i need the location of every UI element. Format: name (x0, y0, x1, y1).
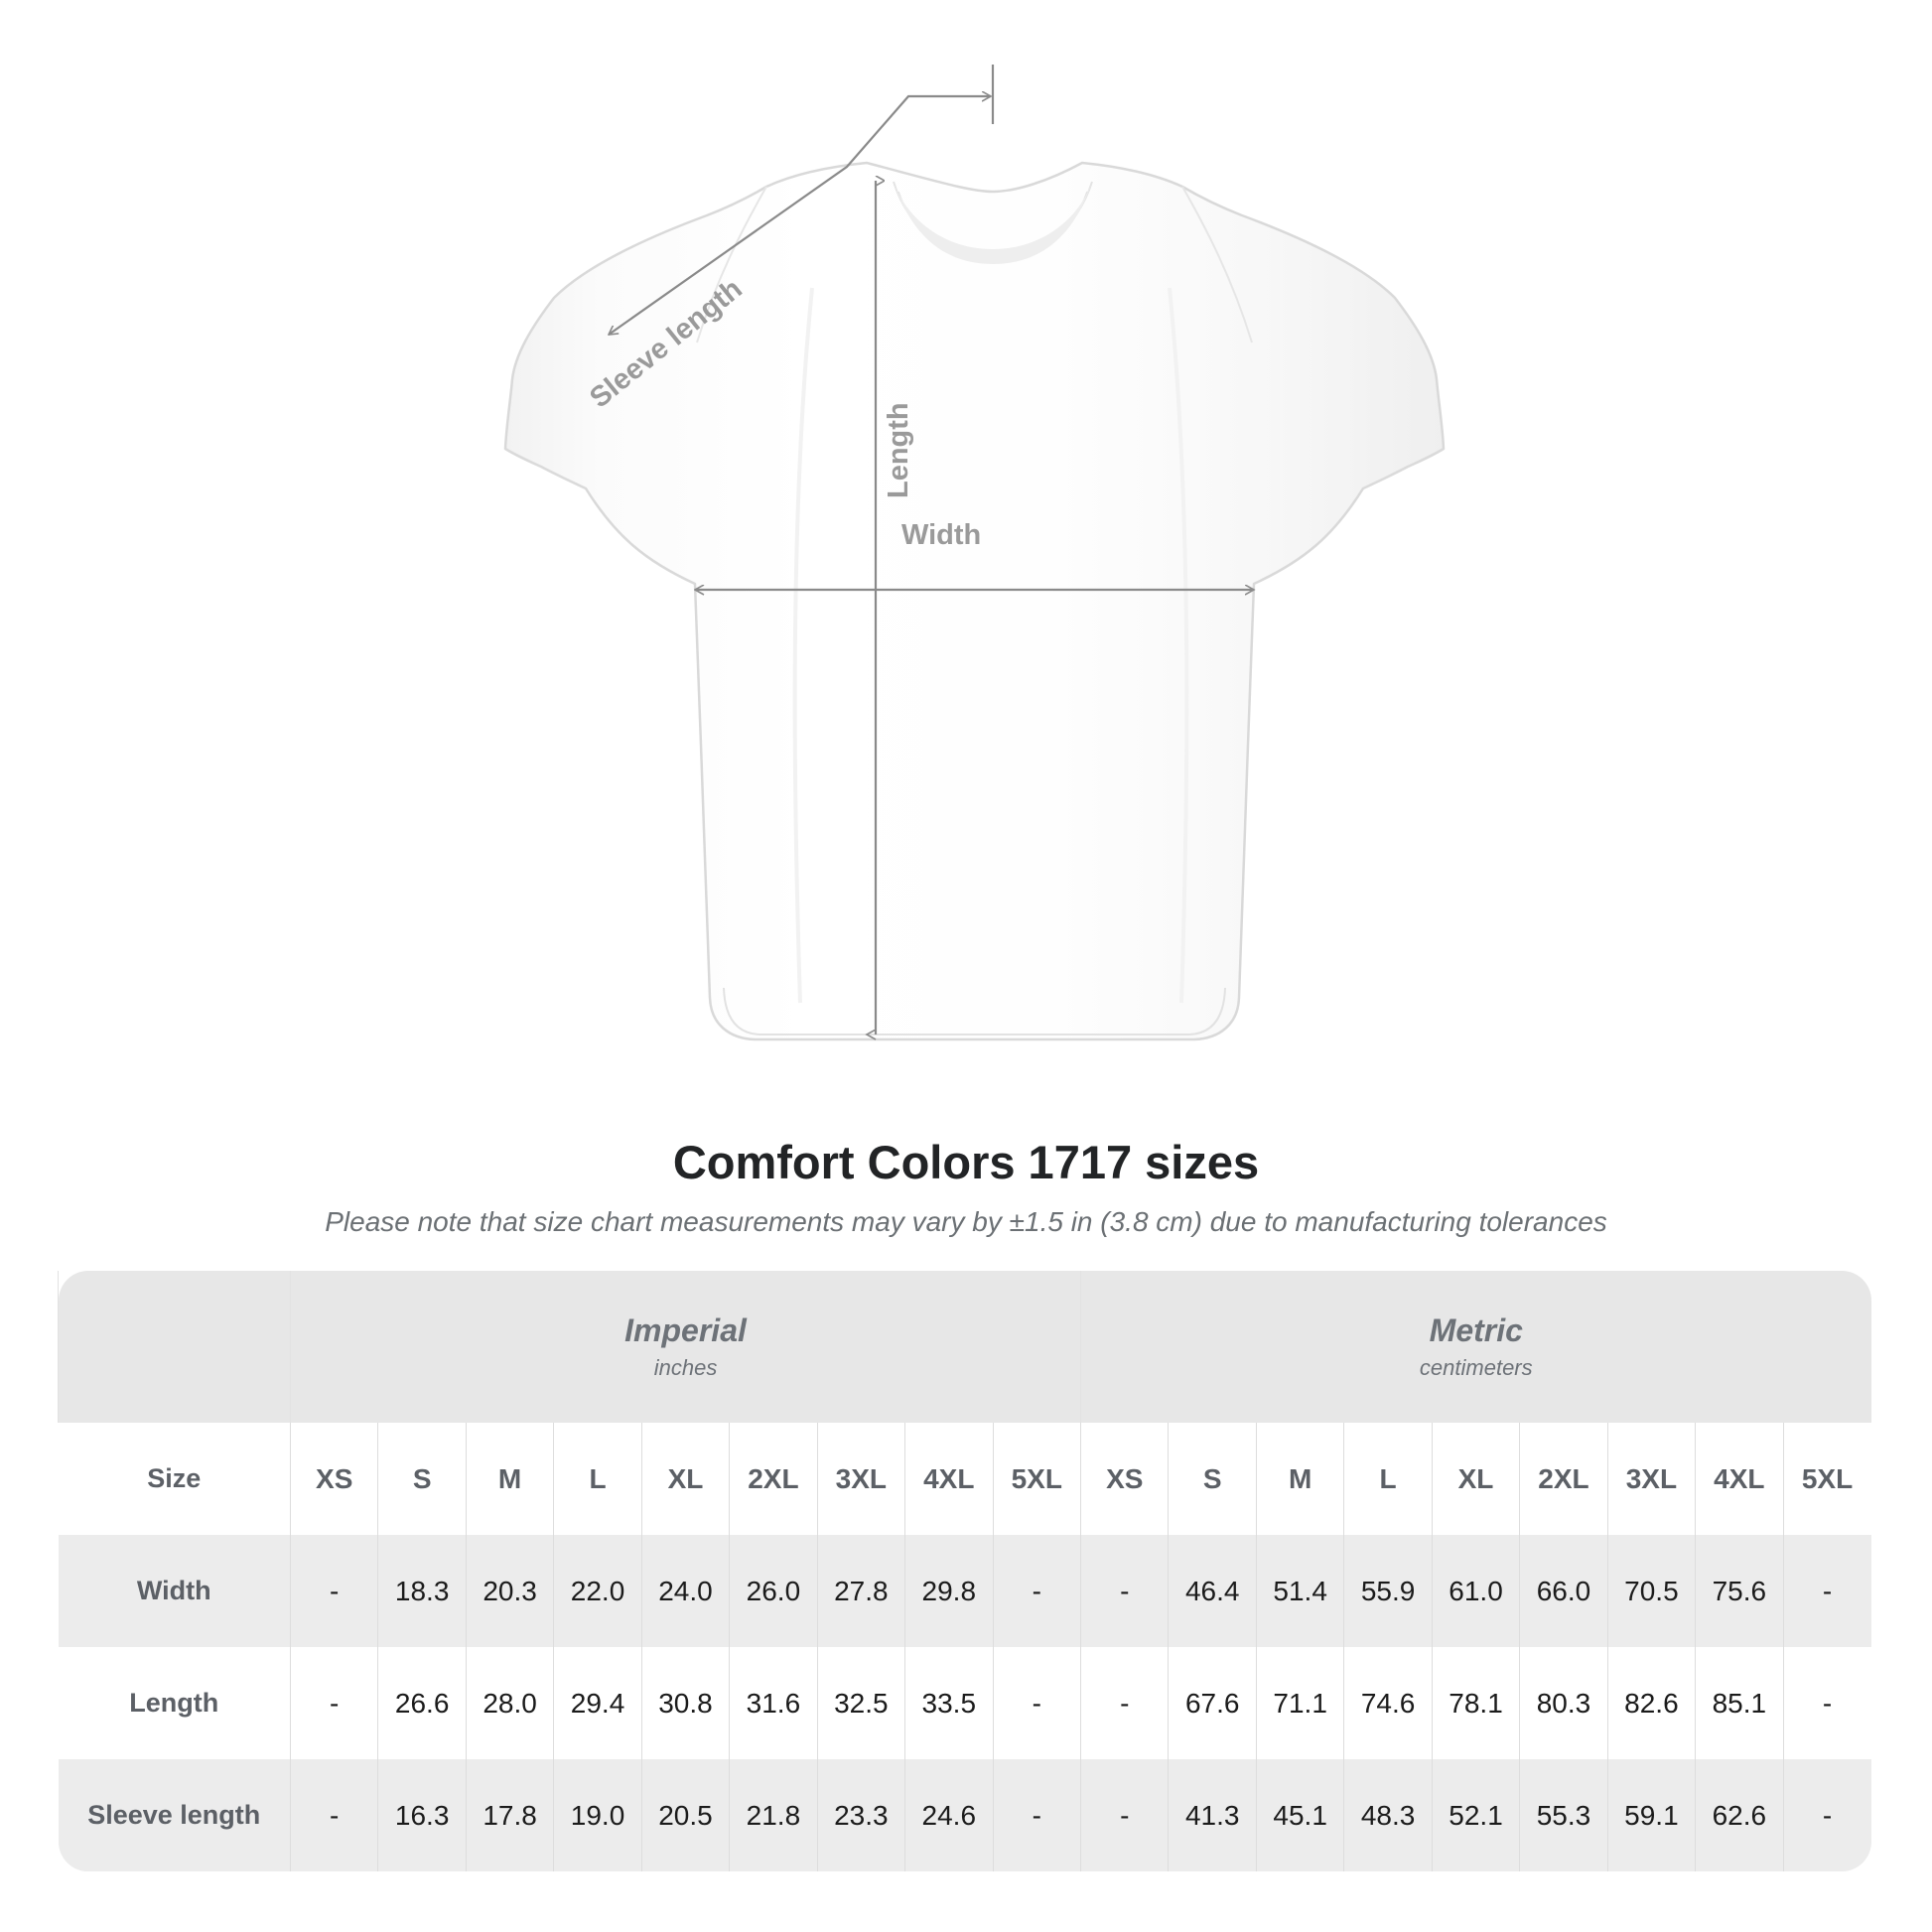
svg-text:Width: Width (901, 519, 981, 551)
svg-text:Length: Length (883, 402, 914, 498)
